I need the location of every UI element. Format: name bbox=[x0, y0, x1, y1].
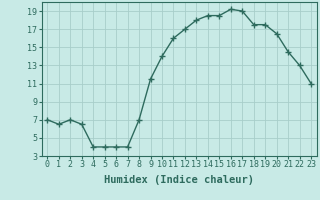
X-axis label: Humidex (Indice chaleur): Humidex (Indice chaleur) bbox=[104, 175, 254, 185]
